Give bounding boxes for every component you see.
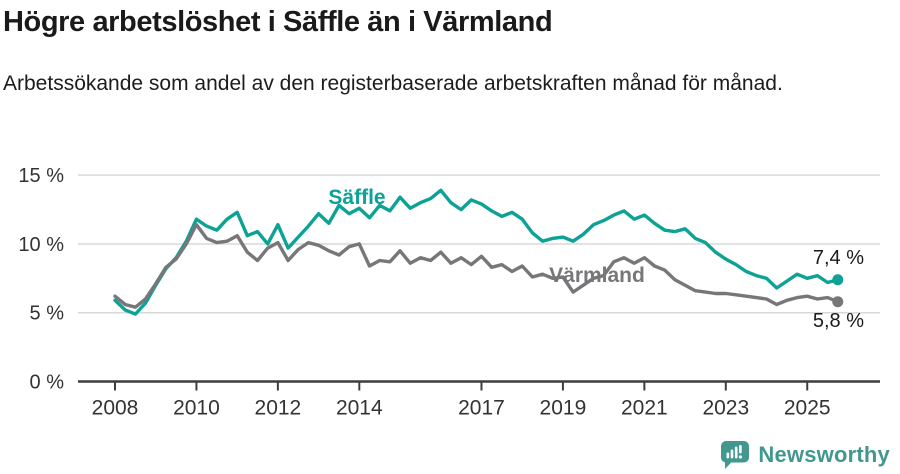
saffle-end-value-label: 7,4 % — [813, 247, 864, 269]
chart-canvas: 0 % 5 % 10 % 15 % 2008 2010 2012 2014 2017 2019 20… — [18, 165, 880, 420]
series-line-saffle — [113, 188, 840, 316]
x-axis-tick-label: 2014 — [336, 397, 383, 420]
line-chart: 0 % 5 % 10 % 15 % 2008 2010 2012 2014 2017 2019 20… — [0, 146, 900, 440]
varmland-series-label: Värmland — [549, 264, 645, 287]
brand-name: Newsworthy — [758, 442, 890, 467]
x-axis-tick-label: 2021 — [621, 397, 668, 420]
newsworthy-logo-icon — [721, 441, 750, 469]
logo-bar-tall — [735, 446, 738, 459]
series-end-dot-saffle — [832, 274, 844, 286]
x-axis-tick-label: 2008 — [92, 397, 139, 420]
brand-footer: Newsworthy — [720, 440, 890, 470]
x-axis-tick-label: 2010 — [173, 397, 220, 420]
x-axis-tick-label: 2017 — [458, 397, 505, 420]
x-axis-tick-label: 2019 — [540, 397, 587, 420]
x-axis-tick-label: 2023 — [702, 397, 749, 420]
series-end-dot-varmland — [832, 296, 844, 308]
logo-exclamation-dot — [739, 455, 743, 459]
x-axis-tick-label: 2012 — [255, 397, 302, 420]
x-axis-tick-label: 2025 — [784, 397, 831, 420]
y-axis-tick-label: 15 % — [18, 165, 64, 187]
chart-subtitle: Arbetssökande som andel av den registerb… — [3, 72, 783, 95]
saffle-series-label: Säffle — [328, 186, 385, 209]
varmland-end-value-label: 5,8 % — [813, 310, 864, 332]
logo-bar-medium — [731, 449, 734, 459]
y-axis-tick-label: 10 % — [18, 234, 64, 256]
y-axis-tick-label: 0 % — [30, 372, 65, 394]
page-title: Högre arbetslöshet i Säffle än i Värmlan… — [3, 6, 553, 38]
series-line-varmland — [113, 222, 840, 309]
logo-bar-small — [726, 452, 730, 459]
logo-exclamation-bar — [739, 445, 743, 454]
y-axis-tick-label: 5 % — [30, 303, 65, 325]
logo-bubble-tail — [725, 460, 734, 469]
